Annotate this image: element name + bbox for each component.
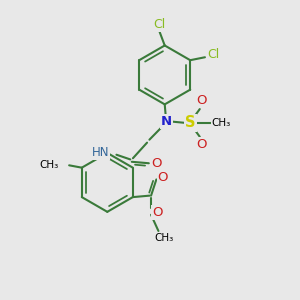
Text: S: S [185,116,196,130]
Text: O: O [152,206,163,219]
Text: Cl: Cl [153,18,166,32]
Text: CH₃: CH₃ [212,118,231,128]
Text: O: O [158,171,168,184]
Text: HN: HN [92,146,109,159]
Text: Cl: Cl [208,48,220,61]
Text: O: O [151,157,161,170]
Text: N: N [160,115,172,128]
Text: O: O [196,139,206,152]
Text: CH₃: CH₃ [39,160,58,170]
Text: CH₃: CH₃ [155,233,174,243]
Text: O: O [196,94,206,107]
